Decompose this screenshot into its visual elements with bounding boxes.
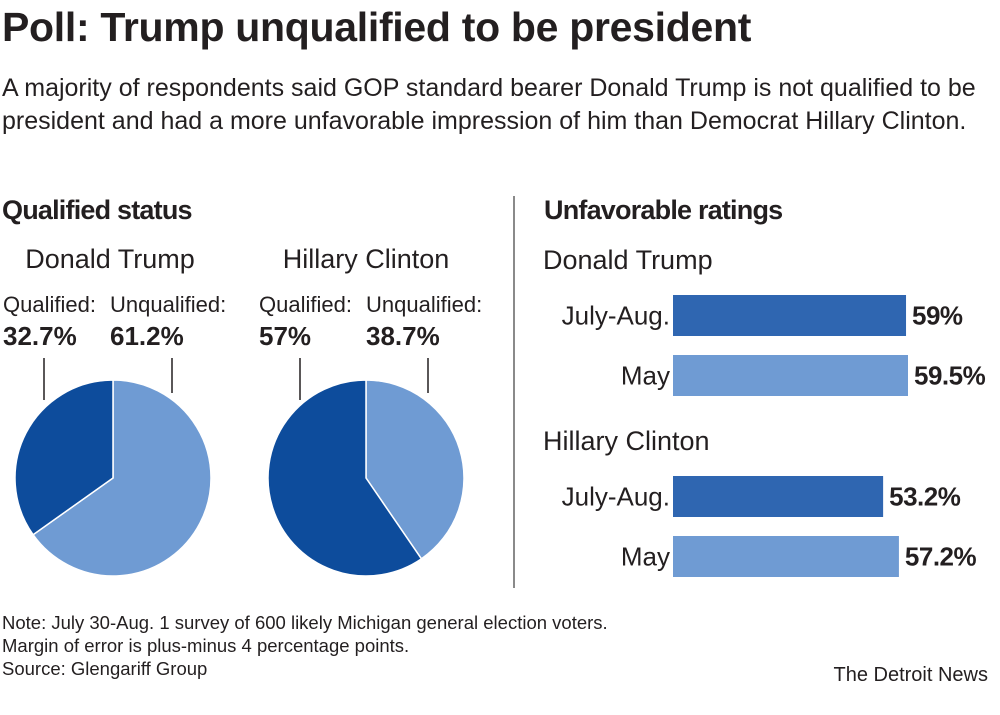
section-divider (513, 196, 515, 588)
donald-trump-qualified-slice (14, 379, 114, 536)
donald-trump-pie-name: Donald Trump (25, 244, 195, 274)
hillary-clinton-july-aug-value: 53.2% (889, 482, 961, 512)
donald-trump-unqualified-slice (32, 379, 212, 577)
source-note: Source: Glengariff Group (2, 658, 208, 679)
hillary-clinton-may-bar (673, 536, 899, 577)
hillary-clinton-unqualified-label: Unqualified: (366, 292, 482, 317)
donald-trump-may-bar (673, 355, 908, 396)
survey-note: Note: July 30-Aug. 1 survey of 600 likel… (2, 612, 608, 633)
unfavorable-ratings-bar-chart: Donald Trump July-Aug. 59% May 59.5% Hillary … (543, 245, 986, 577)
chart-subtitle: A majority of respondents said GOP stand… (2, 74, 976, 135)
donald-trump-may-label: May (621, 361, 670, 391)
hillary-clinton-unqualified-slice (365, 379, 465, 560)
donald-trump-may-value: 59.5% (914, 361, 986, 391)
publisher-credit: The Detroit News (833, 664, 989, 686)
hillary-clinton-qualified-value: 57% (259, 321, 311, 351)
qualified-status-heading: Qualified status (2, 195, 193, 225)
hillary-clinton-qualified-slice (267, 379, 423, 577)
unfavorable-ratings-heading: Unfavorable ratings (544, 195, 783, 225)
hillary-clinton-qualified-label: Qualified: (259, 292, 352, 317)
donald-trump-july-aug-value: 59% (912, 301, 963, 331)
donald-trump-unqualified-value: 61.2% (110, 321, 184, 351)
donald-trump-july-aug-label: July-Aug. (562, 301, 670, 331)
donald-trump-unqualified-label: Unqualified: (110, 292, 226, 317)
hillary-clinton-unqualified-value: 38.7% (366, 321, 440, 351)
hillary-clinton-july-aug-label: July-Aug. (562, 482, 670, 512)
hillary-clinton-may-label: May (621, 542, 670, 572)
hillary-clinton-july-aug-bar (673, 476, 884, 517)
chart-title: Poll: Trump unqualified to be president (2, 4, 752, 50)
donald-trump-july-aug-bar (673, 295, 907, 336)
hillary-clinton-may-value: 57.2% (905, 542, 977, 572)
qualified-status-pie-charts: Donald Trump Qualified: 32.7% Unqualified: 6… (3, 244, 482, 577)
margin-of-error-note: Margin of error is plus-minus 4 percenta… (2, 635, 410, 656)
hillary-clinton-pie-name: Hillary Clinton (283, 244, 450, 274)
hillary-clinton-group-name: Hillary Clinton (543, 426, 710, 456)
donald-trump-qualified-label: Qualified: (3, 292, 96, 317)
donald-trump-qualified-value: 32.7% (3, 321, 77, 351)
footnote: Note: July 30-Aug. 1 survey of 600 likel… (2, 611, 608, 680)
donald-trump-group-name: Donald Trump (543, 245, 713, 275)
